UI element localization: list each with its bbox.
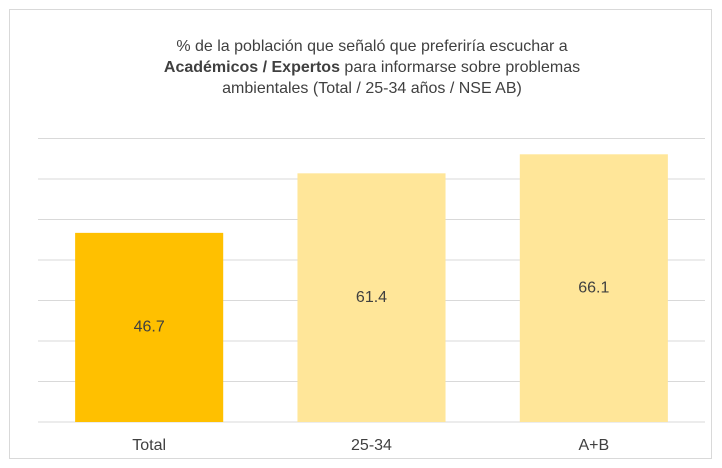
chart-title-run: Académicos / Expertos: [164, 59, 340, 76]
data-label: 46.7: [134, 319, 165, 336]
data-label: 61.4: [356, 289, 387, 306]
bar: [297, 173, 446, 422]
chart-title-run: para informarse sobre problemas: [340, 59, 580, 76]
x-tick-label: A+B: [578, 437, 609, 454]
data-label: 66.1: [578, 279, 609, 296]
chart-title-line: ambientales (Total / 25-34 años / NSE AB…: [222, 80, 522, 97]
bar: [519, 154, 668, 423]
x-tick-label: Total: [132, 437, 166, 454]
chart-title-line: Académicos / Expertos para informarse so…: [164, 59, 580, 76]
x-tick-label: 25-34: [351, 437, 392, 454]
chart-title-run: ambientales (Total / 25-34 años / NSE AB…: [222, 80, 522, 97]
chart-title-line: % de la población que señaló que preferi…: [176, 38, 567, 55]
chart-title-run: % de la población que señaló que preferi…: [176, 38, 567, 55]
bar: [75, 232, 224, 422]
